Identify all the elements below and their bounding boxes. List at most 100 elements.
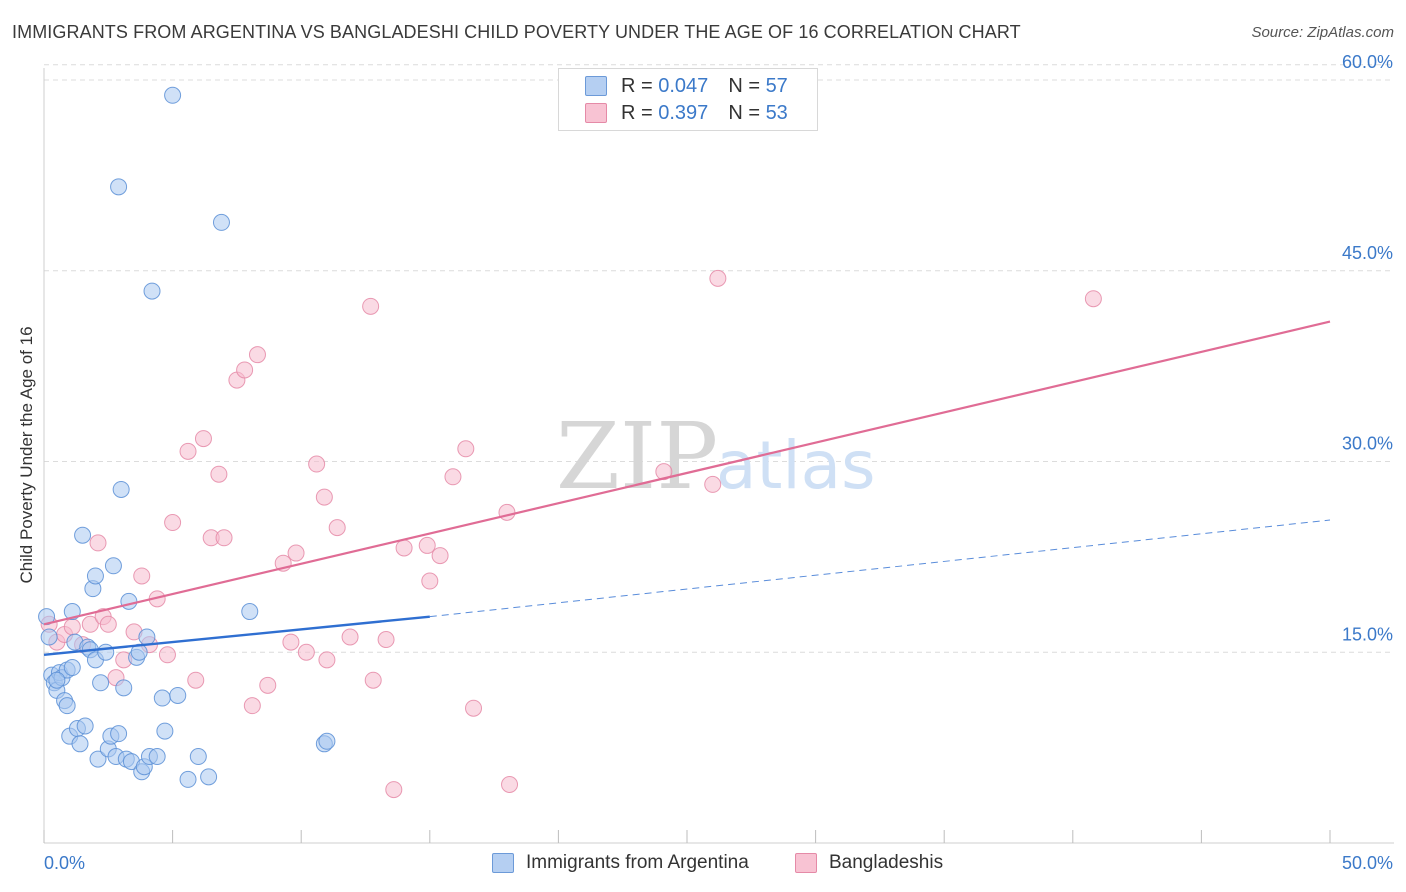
y-tick-label: 15.0% <box>1342 624 1393 644</box>
bangladeshi-point <box>1084 290 1102 308</box>
argentina-point <box>164 86 182 104</box>
argentina-point <box>143 282 161 300</box>
correlation-legend: R = 0.047 N = 57 R = 0.397 N = 53 <box>558 68 818 131</box>
argentina-point <box>110 725 128 743</box>
y-tick-label: 30.0% <box>1342 434 1393 454</box>
y-tick-label: 60.0% <box>1342 52 1393 72</box>
series-swatch-argentina <box>492 853 514 873</box>
bangladeshi-point <box>158 646 176 664</box>
argentina-point <box>86 567 104 585</box>
legend-n-value: 57 <box>765 74 788 97</box>
argentina-point <box>58 697 76 715</box>
argentina-point <box>138 628 156 646</box>
bangladeshi-point <box>187 671 205 689</box>
legend-r-label: R = <box>621 74 653 97</box>
watermark-zip: ZIP <box>556 403 718 510</box>
argentina-point <box>110 178 128 196</box>
legend-r-value: 0.397 <box>658 101 709 124</box>
bangladeshi-point <box>457 440 475 458</box>
bangladeshi-point <box>89 534 107 552</box>
bangladeshi-point <box>194 430 212 448</box>
argentina-point <box>200 768 218 786</box>
bangladeshi-point <box>431 547 449 565</box>
series-swatch-bangladeshis <box>795 853 817 873</box>
argentina-point <box>76 717 94 735</box>
series-legend: Immigrants from Argentina Bangladeshis <box>0 852 1406 878</box>
argentina-point <box>48 671 66 689</box>
argentina-point <box>89 750 107 768</box>
bangladeshi-point <box>315 488 333 506</box>
bangladeshi-point <box>243 697 261 715</box>
argentina-point <box>104 557 122 575</box>
bangladeshi-point <box>341 628 359 646</box>
y-tick-label: 45.0% <box>1342 243 1393 263</box>
bangladeshi-point <box>282 633 300 651</box>
argentina-point <box>241 603 259 621</box>
bangladeshi-point <box>364 671 382 689</box>
chart-title: IMMIGRANTS FROM ARGENTINA VS BANGLADESHI… <box>12 22 1021 42</box>
trend-lines <box>43 320 1331 656</box>
argentina-point <box>179 770 197 788</box>
source-credit: Source: ZipAtlas.com <box>1251 24 1394 41</box>
argentina-point <box>156 722 174 740</box>
x-tick-label: 0.0% <box>44 853 85 873</box>
bangladeshi-point <box>362 297 380 315</box>
watermark: ZIP atlas <box>556 403 876 510</box>
grid-lines <box>44 64 1394 653</box>
bangladeshi-trend-line <box>43 320 1331 626</box>
bangladeshi-point <box>215 529 233 547</box>
bangladeshi-point <box>501 776 519 794</box>
bangladeshi-point <box>318 651 336 669</box>
argentina-point <box>63 659 81 677</box>
argentina-point <box>318 732 336 750</box>
bangladeshi-point <box>287 544 305 562</box>
argentina-point <box>169 686 187 704</box>
argentina-point <box>120 592 138 610</box>
bangladeshi-point <box>385 781 403 799</box>
bangladeshi-point <box>328 519 346 537</box>
legend-n-label: N = <box>728 74 760 97</box>
bangladeshi-point <box>297 643 315 661</box>
argentina-point <box>97 643 115 661</box>
bangladeshi-point <box>655 463 673 481</box>
argentina-point <box>112 480 130 498</box>
bangladeshi-point <box>259 676 277 694</box>
legend-n-label: N = <box>728 101 760 124</box>
series-legend-argentina: Immigrants from Argentina <box>492 852 749 874</box>
bangladeshi-point <box>444 468 462 486</box>
bangladeshi-point <box>210 465 228 483</box>
series-label-bangladeshis: Bangladeshis <box>829 852 944 873</box>
bangladeshi-point <box>308 455 326 473</box>
argentina-trend-extension <box>429 519 1331 618</box>
series-legend-bangladeshis: Bangladeshis <box>795 852 943 874</box>
bangladeshi-point <box>81 615 99 633</box>
bangladeshi-point <box>236 361 254 379</box>
bangladeshi-point <box>133 567 151 585</box>
argentina-point <box>115 679 133 697</box>
watermark-atlas: atlas <box>716 427 876 504</box>
x-tick-label: 50.0% <box>1342 853 1393 873</box>
bangladeshi-point <box>99 615 117 633</box>
argentina-point <box>71 735 89 753</box>
bangladeshi-point <box>709 269 727 287</box>
axes <box>43 68 1394 844</box>
bangladeshi-point <box>164 514 182 532</box>
argentina-point <box>40 628 58 646</box>
argentina-point <box>189 748 207 766</box>
series-label-argentina: Immigrants from Argentina <box>526 852 749 873</box>
legend-row-argentina: R = 0.047 N = 57 <box>585 73 788 99</box>
bangladeshi-point <box>248 346 266 364</box>
bangladeshi-point <box>498 503 516 521</box>
tick-labels: 15.0% 30.0% 45.0% 60.0% 0.0% 50.0% <box>44 52 1393 873</box>
argentina-point <box>92 674 110 692</box>
bangladeshi-point <box>421 572 439 590</box>
bangladeshi-point <box>704 475 722 493</box>
argentina-point <box>153 689 171 707</box>
legend-swatch-bangladeshis <box>585 103 607 123</box>
bangladeshi-point <box>395 539 413 557</box>
legend-r-label: R = <box>621 101 653 124</box>
bangladeshi-point <box>63 618 81 636</box>
argentina-point <box>148 748 166 766</box>
legend-n-value: 53 <box>765 101 788 124</box>
